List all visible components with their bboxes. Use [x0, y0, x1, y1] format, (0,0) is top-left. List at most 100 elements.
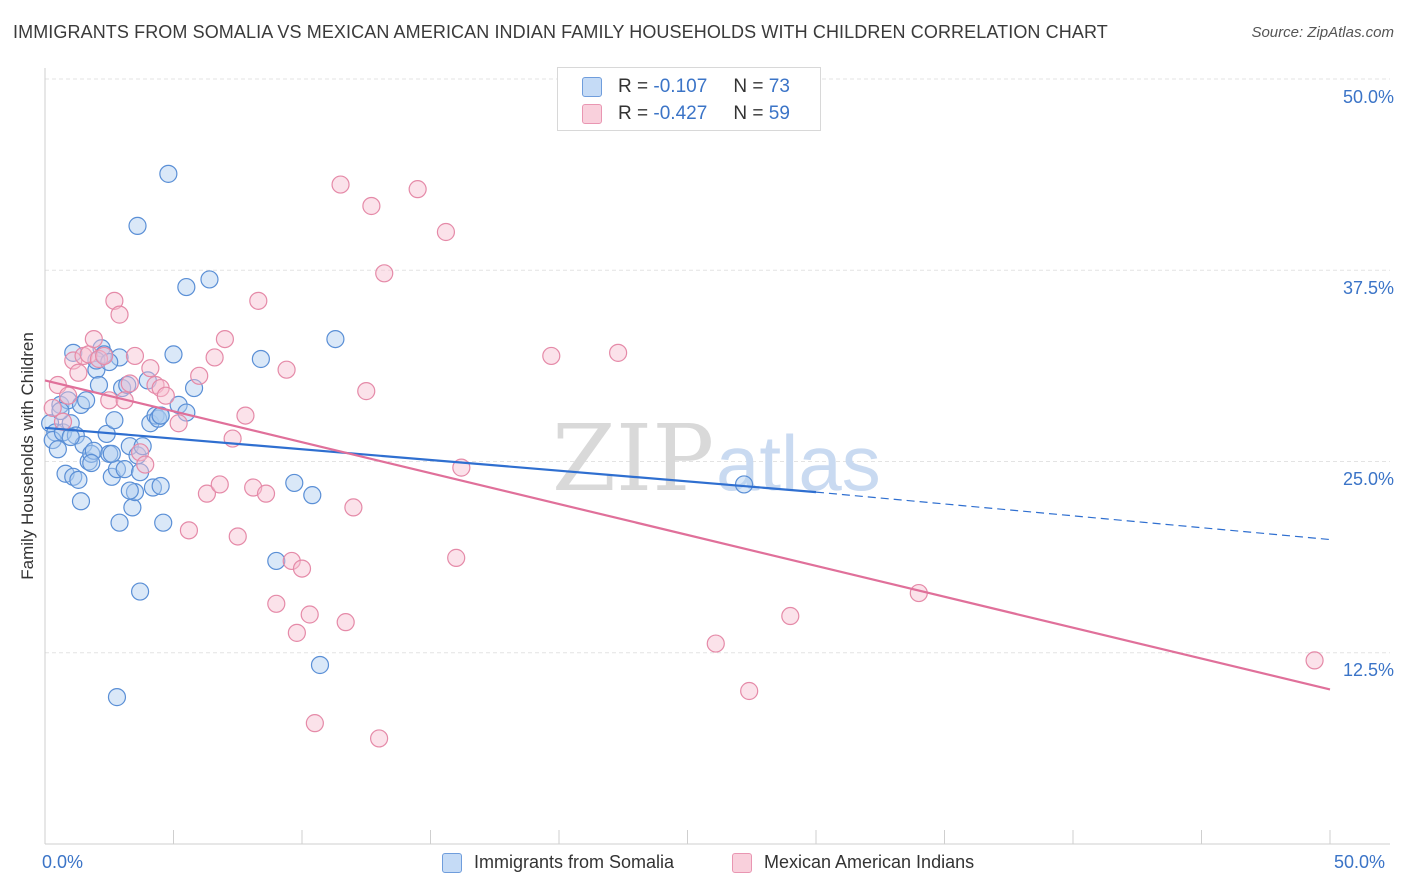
point-mexican-american-indian: [282, 551, 301, 571]
point-mexican-american-indian: [781, 606, 800, 626]
point-mexican-american-indian: [53, 412, 73, 431]
point-mexican-american-indian: [447, 548, 466, 567]
point-mexican-american-indian: [236, 406, 255, 425]
bottom-legend-swatch-blue: [442, 852, 462, 873]
point-somalia: [303, 486, 322, 505]
point-mexican-american-indian: [43, 398, 62, 418]
bottom-legend-swatch-pink: [732, 852, 752, 873]
point-somalia: [200, 270, 219, 289]
point-mexican-american-indian: [267, 594, 286, 613]
point-somalia: [310, 655, 330, 675]
point-somalia: [64, 343, 83, 362]
point-somalia: [123, 498, 142, 517]
trend-line-mexican-american-indian: [44, 379, 1331, 691]
point-mexican-american-indian: [169, 414, 188, 433]
legend-r-label: R =: [618, 103, 649, 124]
point-mexican-american-indian: [156, 386, 175, 405]
y-tick-50: 50.0%: [1342, 87, 1394, 107]
point-somalia: [128, 216, 147, 235]
point-somalia: [267, 551, 286, 571]
point-somalia: [251, 349, 270, 369]
point-mexican-american-indian: [69, 363, 88, 382]
point-somalia: [64, 467, 83, 486]
series-somalia-points: [41, 164, 754, 707]
point-somalia: [82, 444, 101, 463]
point-mexican-american-indian: [300, 605, 319, 624]
point-somalia: [77, 391, 96, 410]
point-mexican-american-indian: [362, 196, 381, 216]
point-mexican-american-indian: [357, 382, 376, 401]
legend-row-mexican-american-indian: R = -0.427 N = 59: [582, 103, 790, 125]
y-tick-25: 25.0%: [1342, 469, 1394, 489]
point-mexican-american-indian: [120, 374, 139, 393]
point-somalia: [154, 513, 173, 532]
point-mexican-american-indian: [344, 498, 363, 517]
point-mexican-american-indian: [136, 455, 155, 474]
point-mexican-american-indian: [305, 714, 324, 733]
point-mexican-american-indian: [89, 349, 109, 369]
point-mexican-american-indian: [210, 475, 229, 494]
bottom-legend-somalia: Immigrants from Somalia: [442, 852, 674, 873]
legend-n-label: N =: [733, 103, 764, 124]
legend-swatch-pink: [582, 104, 602, 124]
point-mexican-american-indian: [542, 346, 561, 366]
x-tick-max: 50.0%: [1334, 852, 1386, 872]
point-mexican-american-indian: [706, 634, 725, 653]
point-somalia: [115, 460, 134, 479]
point-mexican-american-indian: [110, 305, 129, 324]
gridlines: [45, 78, 1390, 654]
point-mexican-american-indian: [215, 330, 234, 349]
y-tick-12-5: 12.5%: [1342, 660, 1394, 680]
point-somalia: [734, 475, 754, 494]
point-mexican-american-indian: [141, 359, 160, 378]
point-somalia: [69, 470, 88, 489]
axes: [44, 68, 1390, 845]
point-somalia: [151, 476, 170, 496]
point-somalia: [285, 473, 304, 493]
point-somalia: [164, 345, 183, 364]
legend-swatch-blue: [582, 77, 602, 97]
point-somalia: [110, 513, 129, 532]
point-mexican-american-indian: [105, 291, 124, 310]
point-mexican-american-indian: [205, 348, 224, 367]
point-mexican-american-indian: [375, 264, 394, 283]
trend-line-somalia: [44, 426, 817, 494]
point-mexican-american-indian: [287, 623, 306, 642]
source-label: Source: ZipAtlas.com: [1251, 24, 1394, 41]
point-mexican-american-indian: [331, 175, 350, 194]
point-somalia: [43, 430, 62, 450]
point-mexican-american-indian: [292, 559, 312, 578]
point-somalia: [120, 437, 139, 456]
point-mexican-american-indian: [95, 346, 114, 366]
point-somalia: [148, 409, 168, 428]
point-somalia: [107, 688, 127, 707]
legend-n-value: 73: [768, 76, 790, 97]
point-somalia: [120, 481, 139, 500]
point-mexican-american-indian: [609, 343, 628, 362]
point-somalia: [326, 330, 345, 349]
point-mexican-american-indian: [740, 681, 759, 701]
point-somalia: [48, 440, 67, 459]
y-tick-37-5: 37.5%: [1342, 278, 1394, 298]
point-somalia: [102, 444, 121, 463]
legend-n-value: 59: [768, 103, 790, 124]
watermark-atlas: atlas: [716, 419, 881, 507]
legend-r-value: -0.107: [653, 76, 708, 97]
point-mexican-american-indian: [436, 222, 456, 242]
point-somalia: [159, 164, 178, 183]
watermark-zip: ZIP: [552, 405, 714, 512]
point-somalia: [110, 348, 129, 367]
point-somalia: [71, 492, 91, 511]
point-somalia: [61, 427, 80, 447]
watermark: ZIP atlas: [552, 405, 881, 512]
legend-n-label: N =: [733, 76, 764, 97]
bottom-legend-label-mexican-american-indian: Mexican American Indians: [764, 852, 975, 872]
point-mexican-american-indian: [190, 366, 209, 385]
point-mexican-american-indian: [84, 330, 103, 349]
trend-lines: [44, 379, 1331, 691]
x-tick-min: 0.0%: [42, 852, 84, 872]
stats-legend: R = -0.107 N = 73 R = -0.427 N = 59: [557, 67, 821, 131]
point-mexican-american-indian: [179, 521, 199, 540]
point-mexican-american-indian: [59, 386, 78, 405]
